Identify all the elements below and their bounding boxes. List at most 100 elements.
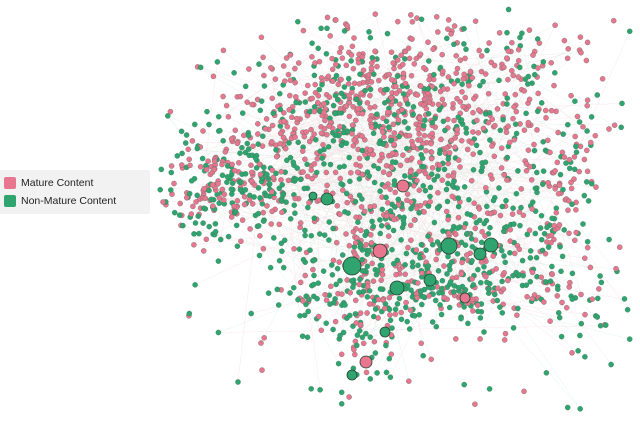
- node: [490, 197, 497, 204]
- node: [584, 128, 590, 134]
- edge: [414, 180, 566, 200]
- node: [588, 180, 595, 187]
- node: [192, 282, 198, 288]
- node: [558, 333, 565, 340]
- edge: [481, 55, 584, 127]
- edge: [386, 145, 549, 183]
- node: [512, 121, 519, 127]
- node: [501, 253, 507, 259]
- node: [231, 203, 238, 209]
- node: [439, 177, 445, 183]
- node: [342, 302, 348, 308]
- node: [556, 314, 563, 321]
- node: [366, 247, 372, 254]
- node: [209, 182, 216, 188]
- node: [368, 240, 375, 246]
- node: [281, 237, 288, 244]
- node: [400, 61, 406, 68]
- node: [377, 188, 383, 194]
- edge: [397, 75, 625, 300]
- node: [507, 238, 513, 244]
- node: [441, 294, 447, 301]
- node: [433, 14, 440, 20]
- node: [260, 218, 267, 224]
- node: [321, 161, 327, 167]
- node: [427, 184, 434, 191]
- node: [470, 151, 476, 157]
- node: [250, 143, 256, 149]
- node: [393, 271, 399, 278]
- node: [497, 127, 504, 134]
- node: [569, 201, 575, 207]
- node: [273, 170, 279, 177]
- node: [416, 131, 422, 137]
- node: [197, 163, 204, 170]
- node: [487, 172, 494, 178]
- node: [383, 369, 390, 376]
- node: [461, 381, 467, 388]
- node: [402, 119, 408, 125]
- edge: [363, 212, 552, 267]
- node: [248, 169, 255, 176]
- node: [472, 18, 479, 24]
- hub-node: [389, 280, 405, 296]
- node: [526, 27, 533, 33]
- node: [171, 180, 177, 187]
- node: [584, 244, 591, 251]
- node: [431, 71, 437, 78]
- node: [280, 63, 287, 69]
- node: [459, 259, 465, 266]
- node: [421, 96, 428, 102]
- node: [549, 215, 555, 222]
- node: [499, 247, 505, 254]
- node: [555, 310, 562, 316]
- node: [300, 298, 306, 304]
- node: [382, 183, 388, 190]
- node: [192, 220, 199, 226]
- node: [251, 182, 258, 188]
- node: [477, 336, 483, 342]
- node: [350, 284, 356, 291]
- node: [523, 168, 530, 174]
- node: [242, 83, 249, 90]
- edge: [364, 172, 537, 274]
- node: [167, 108, 174, 115]
- node: [353, 240, 359, 246]
- node: [345, 81, 352, 87]
- node: [286, 140, 292, 146]
- node: [418, 288, 424, 295]
- node: [339, 252, 346, 258]
- node: [403, 299, 409, 306]
- node: [589, 296, 596, 302]
- node: [206, 121, 212, 128]
- edge: [240, 241, 630, 340]
- node: [242, 187, 249, 193]
- edge: [475, 60, 519, 250]
- node: [350, 143, 357, 149]
- node: [584, 168, 591, 175]
- node: [445, 253, 451, 260]
- node: [494, 106, 501, 112]
- node: [388, 94, 394, 101]
- node: [509, 211, 516, 217]
- node: [497, 212, 504, 219]
- node: [327, 161, 334, 168]
- node: [455, 284, 462, 291]
- node: [292, 65, 298, 72]
- node: [294, 115, 300, 122]
- node: [360, 340, 367, 347]
- node: [585, 198, 592, 204]
- node: [279, 209, 285, 216]
- node: [468, 177, 475, 184]
- node: [529, 206, 535, 212]
- node: [418, 241, 425, 248]
- node: [202, 195, 209, 201]
- edge: [444, 243, 546, 283]
- node: [406, 378, 412, 384]
- node: [324, 14, 331, 21]
- node: [349, 43, 356, 50]
- node: [302, 227, 308, 234]
- node: [255, 141, 261, 147]
- node: [421, 132, 428, 139]
